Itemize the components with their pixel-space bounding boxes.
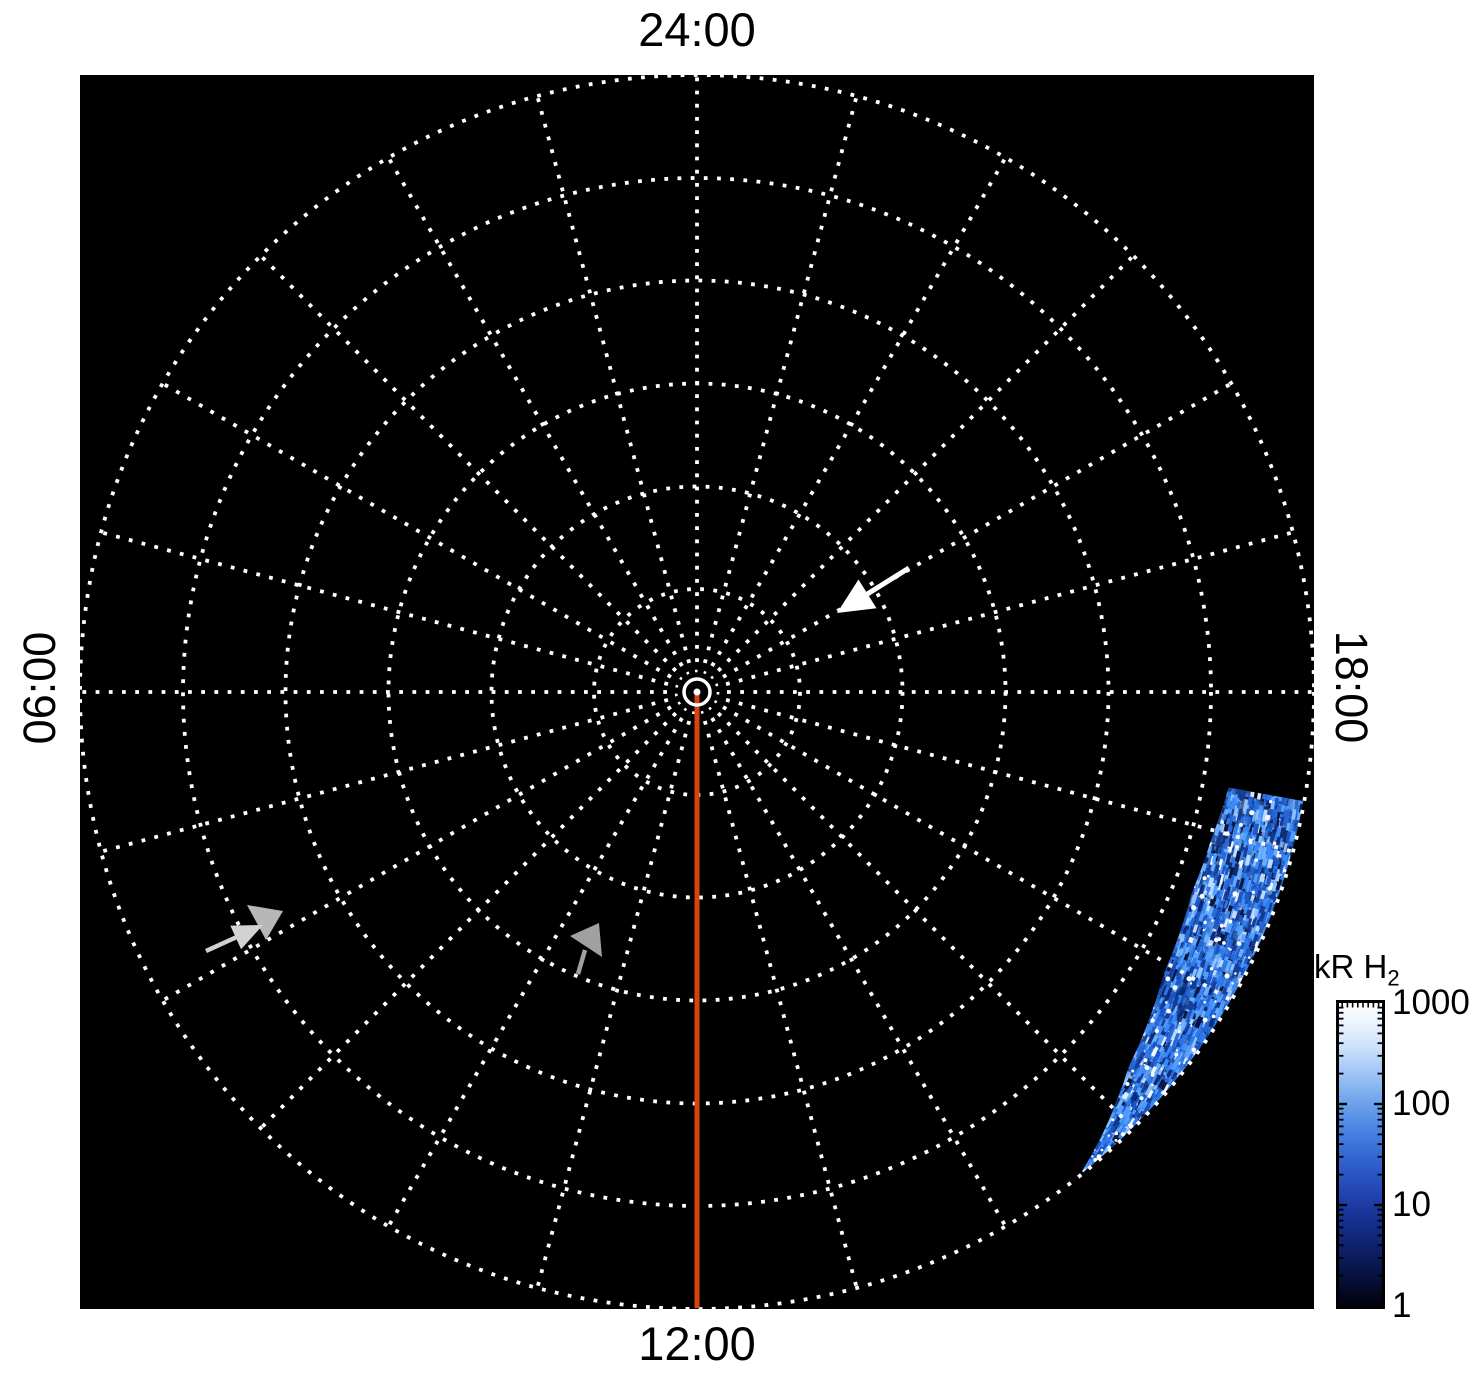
gray-arrowhead-large-icon	[247, 905, 283, 940]
hour-label-06: 06:00	[14, 631, 65, 745]
grid-spoke	[710, 717, 1008, 1228]
grid-spoke	[725, 697, 1294, 854]
gray-arrowhead-dusk-icon	[570, 923, 602, 975]
center-dot	[693, 688, 701, 696]
colorbar-tick-label: 10	[1392, 1185, 1431, 1224]
grid-spoke	[710, 156, 1008, 667]
grid-spoke	[716, 254, 1135, 673]
grid-spoke	[100, 530, 669, 687]
grid-spoke	[100, 697, 669, 854]
grid-spoke	[386, 156, 684, 667]
grid-ring	[283, 278, 1111, 1106]
white-arrow-icon	[837, 565, 911, 613]
grid-inner-ring	[674, 669, 720, 715]
grid-spoke	[725, 530, 1294, 687]
grid-spoke	[386, 717, 684, 1228]
grid-spoke	[702, 95, 859, 664]
grid-spoke	[535, 720, 692, 1289]
grid-ring	[78, 73, 1316, 1311]
colorbar-tick-label: 100	[1392, 1084, 1451, 1123]
grid-ring	[489, 484, 905, 900]
gray-arrow-small-icon	[205, 925, 263, 954]
hour-label-24: 24:00	[638, 3, 756, 56]
hour-label-18: 18:00	[1326, 630, 1377, 744]
hour-label-12: 12:00	[638, 1317, 756, 1370]
grid-spoke	[716, 711, 1135, 1130]
colorbar-tick-label: 1000	[1392, 983, 1470, 1022]
grid-spoke	[161, 381, 672, 679]
grid-spoke	[161, 705, 672, 1003]
colorbar-gradient	[1336, 1000, 1385, 1309]
center-ring	[682, 677, 712, 707]
grid-spoke	[702, 720, 859, 1289]
colorbar-tick-label: 1	[1392, 1286, 1412, 1325]
grid-spoke	[259, 711, 678, 1130]
grid-spoke	[535, 95, 692, 664]
grid-spoke	[722, 705, 1233, 1003]
grid-spoke	[722, 381, 1233, 679]
colorbar-title: kR H2	[1314, 948, 1400, 991]
grid-spoke	[259, 254, 678, 673]
